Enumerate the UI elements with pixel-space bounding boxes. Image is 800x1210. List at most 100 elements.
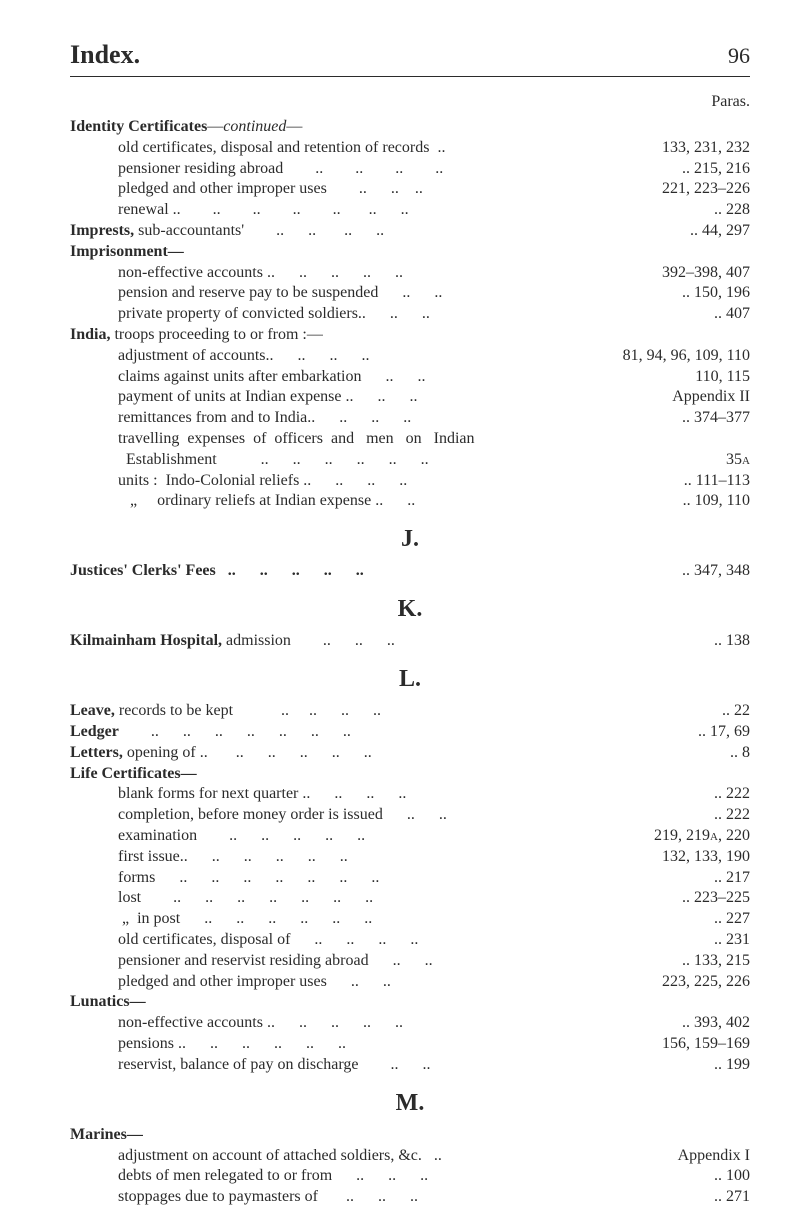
entry-paras: .. 227 (610, 909, 750, 930)
index-entry: stoppages due to paymasters of .. .. ...… (70, 1187, 750, 1208)
index-entry: debts of men relegated to or from .. .. … (70, 1166, 750, 1187)
index-entry: renewal .. .. .. .. .. .. .... 228 (70, 200, 750, 221)
section-heading: M. (70, 1088, 750, 1119)
entry-paras: .. 217 (610, 868, 750, 889)
index-entry: Leave, records to be kept .. .. .. .... … (70, 701, 750, 722)
index-entry: travelling expenses of officers and men … (70, 429, 750, 450)
entry-paras: .. 222 (610, 784, 750, 805)
entry-paras: .. 223–225 (610, 888, 750, 909)
entry-paras: .. 138 (610, 631, 750, 652)
entry-text: pensioner and reservist residing abroad … (70, 951, 610, 972)
entry-paras: .. 17, 69 (610, 722, 750, 743)
entry-paras: .. 111–113 (610, 471, 750, 492)
index-entry: pledged and other improper uses .. .. ..… (70, 179, 750, 200)
entry-text: Identity Certificates—continued— (70, 117, 610, 138)
index-entry: examination .. .. .. .. ..219, 219a, 220 (70, 826, 750, 847)
entry-paras: .. 347, 348 (610, 561, 750, 582)
entry-text: renewal .. .. .. .. .. .. .. (70, 200, 610, 221)
entry-paras: .. 199 (610, 1055, 750, 1076)
entry-paras: .. 228 (610, 200, 750, 221)
entry-paras: .. 44, 297 (610, 221, 750, 242)
index-entry: reservist, balance of pay on discharge .… (70, 1055, 750, 1076)
index-entry: adjustment on account of attached soldie… (70, 1146, 750, 1167)
page-header: Index. 96 (70, 40, 750, 77)
entry-paras: 81, 94, 96, 109, 110 (610, 346, 750, 367)
index-entry: non-effective accounts .. .. .. .. ..392… (70, 263, 750, 284)
entry-text: adjustment on account of attached soldie… (70, 1146, 610, 1167)
entry-paras: .. 374–377 (610, 408, 750, 429)
index-entry: Marines— (70, 1125, 750, 1146)
entry-text: adjustment of accounts.. .. .. .. (70, 346, 610, 367)
entry-paras: .. 271 (610, 1187, 750, 1208)
entry-text: Letters, opening of .. .. .. .. .. .. (70, 743, 610, 764)
entry-text: claims against units after embarkation .… (70, 367, 610, 388)
entry-paras: 223, 225, 226 (610, 972, 750, 993)
section-heading: L. (70, 664, 750, 695)
index-entry: Kilmainham Hospital, admission .. .. ...… (70, 631, 750, 652)
entry-paras: 110, 115 (610, 367, 750, 388)
index-entry: Letters, opening of .. .. .. .. .. .... … (70, 743, 750, 764)
entry-text: „ ordinary reliefs at Indian expense .. … (70, 491, 610, 512)
entry-text: first issue.. .. .. .. .. .. (70, 847, 610, 868)
index-entry: India, troops proceeding to or from :— (70, 325, 750, 346)
entry-text: debts of men relegated to or from .. .. … (70, 1166, 610, 1187)
index-entry: units : Indo-Colonial reliefs .. .. .. .… (70, 471, 750, 492)
entry-paras: .. 8 (610, 743, 750, 764)
header-title: Index. (70, 40, 140, 70)
entry-text: travelling expenses of officers and men … (70, 429, 610, 450)
section-heading: K. (70, 594, 750, 625)
index-entry: claims against units after embarkation .… (70, 367, 750, 388)
entry-text: pledged and other improper uses .. .. (70, 972, 610, 993)
entry-text: Marines— (70, 1125, 610, 1146)
entry-text: Kilmainham Hospital, admission .. .. .. (70, 631, 610, 652)
entry-paras: .. 109, 110 (610, 491, 750, 512)
index-entry: first issue.. .. .. .. .. ..132, 133, 19… (70, 847, 750, 868)
entry-text: pledged and other improper uses .. .. .. (70, 179, 610, 200)
entry-paras: .. 22 (610, 701, 750, 722)
paras-column-label: Paras. (70, 93, 750, 111)
entry-paras: .. 393, 402 (610, 1013, 750, 1034)
entry-text: blank forms for next quarter .. .. .. .. (70, 784, 610, 805)
entry-text: stoppages due to paymasters of .. .. .. (70, 1187, 610, 1208)
section-heading: J. (70, 524, 750, 555)
index-entry: Imprisonment— (70, 242, 750, 263)
entry-text: non-effective accounts .. .. .. .. .. (70, 263, 610, 284)
entry-text: pensions .. .. .. .. .. .. (70, 1034, 610, 1055)
entry-paras: 133, 231, 232 (610, 138, 750, 159)
entry-text: old certificates, disposal and retention… (70, 138, 610, 159)
entry-text: remittances from and to India.. .. .. .. (70, 408, 610, 429)
index-entry: Ledger .. .. .. .. .. .. .... 17, 69 (70, 722, 750, 743)
entry-paras: 35a (610, 450, 750, 471)
entry-text: pensioner residing abroad .. .. .. .. (70, 159, 610, 180)
index-entry: „ ordinary reliefs at Indian expense .. … (70, 491, 750, 512)
index-entry: Life Certificates— (70, 764, 750, 785)
index-entry: pensioner residing abroad .. .. .. .... … (70, 159, 750, 180)
index-entry: old certificates, disposal of .. .. .. .… (70, 930, 750, 951)
entry-paras: 221, 223–226 (610, 179, 750, 200)
index-entry: pension and reserve pay to be suspended … (70, 283, 750, 304)
index-entry: old certificates, disposal and retention… (70, 138, 750, 159)
entry-text: Life Certificates— (70, 764, 610, 785)
entry-paras: .. 215, 216 (610, 159, 750, 180)
index-entry: payment of units at Indian expense .. ..… (70, 387, 750, 408)
entry-paras: 219, 219a, 220 (610, 826, 750, 847)
entry-text: reservist, balance of pay on discharge .… (70, 1055, 610, 1076)
index-entries: Identity Certificates—continued—old cert… (70, 117, 750, 1208)
entry-paras: .. 133, 215 (610, 951, 750, 972)
index-entry: pledged and other improper uses .. ..223… (70, 972, 750, 993)
entry-text: pension and reserve pay to be suspended … (70, 283, 610, 304)
entry-text: Imprisonment— (70, 242, 610, 263)
index-entry: forms .. .. .. .. .. .. .... 217 (70, 868, 750, 889)
entry-text: private property of convicted soldiers..… (70, 304, 610, 325)
index-entry: Justices' Clerks' Fees .. .. .. .. .... … (70, 561, 750, 582)
index-entry: „ in post .. .. .. .. .. .... 227 (70, 909, 750, 930)
header-page: 96 (728, 43, 750, 69)
entry-text: Ledger .. .. .. .. .. .. .. (70, 722, 610, 743)
index-entry: pensions .. .. .. .. .. ..156, 159–169 (70, 1034, 750, 1055)
index-entry: blank forms for next quarter .. .. .. ..… (70, 784, 750, 805)
entry-text: Imprests, sub-accountants' .. .. .. .. (70, 221, 610, 242)
index-entry: completion, before money order is issued… (70, 805, 750, 826)
entry-paras: .. 407 (610, 304, 750, 325)
entry-text: forms .. .. .. .. .. .. .. (70, 868, 610, 889)
entry-text: non-effective accounts .. .. .. .. .. (70, 1013, 610, 1034)
